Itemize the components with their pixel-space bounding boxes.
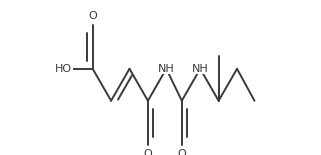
Text: O: O <box>88 11 97 21</box>
Text: NH: NH <box>192 64 209 74</box>
Text: O: O <box>143 149 152 155</box>
Text: O: O <box>178 149 186 155</box>
Text: HO: HO <box>55 64 72 74</box>
Text: NH: NH <box>158 64 175 74</box>
